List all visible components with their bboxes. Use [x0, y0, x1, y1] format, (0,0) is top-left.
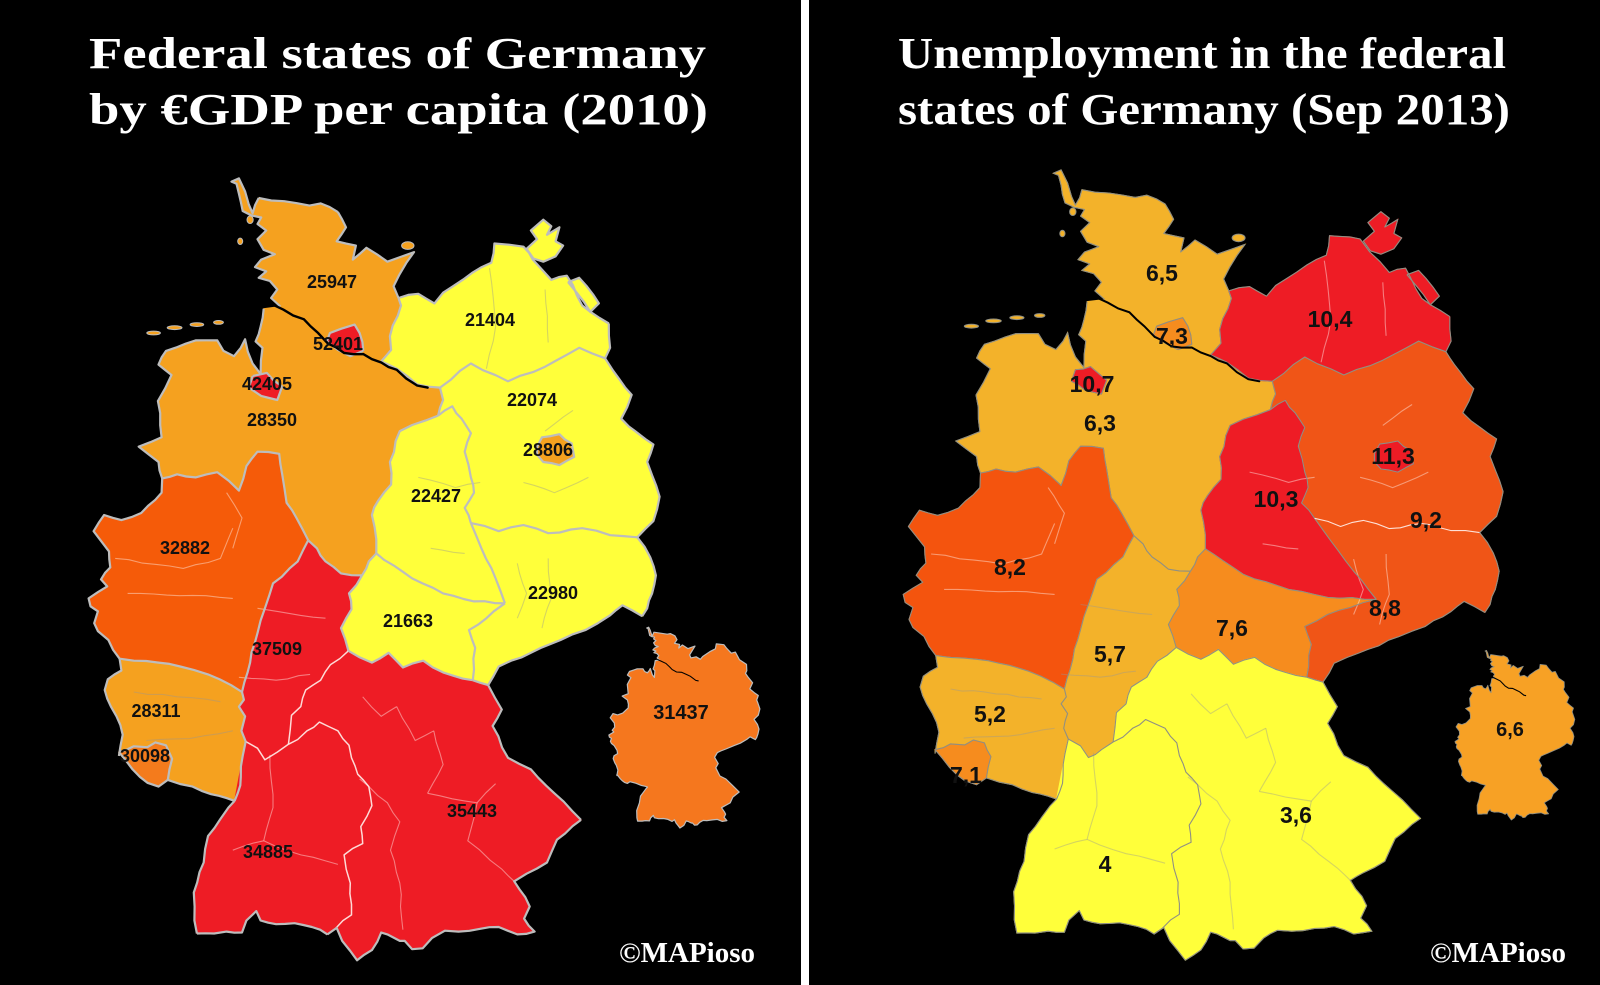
svg-text:5,7: 5,7: [1094, 641, 1126, 667]
svg-text:34885: 34885: [243, 842, 293, 862]
svg-text:10,3: 10,3: [1254, 486, 1299, 512]
svg-text:4: 4: [1099, 851, 1112, 877]
svg-text:22980: 22980: [528, 583, 578, 603]
svg-text:Unemployment in the federal: Unemployment in the federal: [898, 29, 1506, 78]
svg-text:10,4: 10,4: [1308, 306, 1353, 332]
svg-text:11,3: 11,3: [1371, 443, 1415, 469]
svg-text:5,2: 5,2: [974, 701, 1006, 727]
svg-text:10,7: 10,7: [1070, 371, 1115, 397]
svg-text:31437: 31437: [653, 702, 709, 724]
svg-text:8,8: 8,8: [1369, 595, 1401, 621]
svg-text:7,3: 7,3: [1156, 323, 1188, 349]
svg-text:22074: 22074: [507, 390, 557, 410]
svg-text:21663: 21663: [383, 611, 433, 631]
svg-text:Federal states of Germany: Federal states of Germany: [89, 29, 706, 78]
svg-text:states of Germany (Sep 2013): states of Germany (Sep 2013): [898, 85, 1510, 134]
svg-text:©MAPioso: ©MAPioso: [619, 938, 755, 969]
svg-text:35443: 35443: [447, 801, 497, 821]
svg-text:21404: 21404: [465, 310, 515, 330]
svg-text:32882: 32882: [160, 538, 210, 558]
svg-text:by €GDP per capita (2010): by €GDP per capita (2010): [89, 85, 708, 134]
svg-text:22427: 22427: [411, 486, 461, 506]
svg-text:3,6: 3,6: [1280, 802, 1312, 828]
svg-text:42405: 42405: [242, 374, 292, 394]
svg-text:28350: 28350: [247, 410, 297, 430]
svg-text:28311: 28311: [131, 701, 180, 721]
svg-text:7,6: 7,6: [1216, 615, 1248, 641]
svg-text:6,5: 6,5: [1146, 260, 1178, 286]
svg-text:37509: 37509: [252, 639, 302, 659]
svg-text:7,1: 7,1: [950, 762, 982, 788]
svg-text:6,6: 6,6: [1496, 719, 1524, 741]
svg-text:52401: 52401: [313, 334, 363, 354]
svg-text:9,2: 9,2: [1410, 507, 1442, 533]
svg-text:30098: 30098: [120, 746, 170, 766]
svg-text:©MAPioso: ©MAPioso: [1430, 938, 1566, 969]
svg-text:8,2: 8,2: [994, 554, 1026, 580]
svg-text:25947: 25947: [307, 272, 357, 292]
svg-text:28806: 28806: [523, 440, 573, 460]
svg-text:6,3: 6,3: [1084, 410, 1116, 436]
